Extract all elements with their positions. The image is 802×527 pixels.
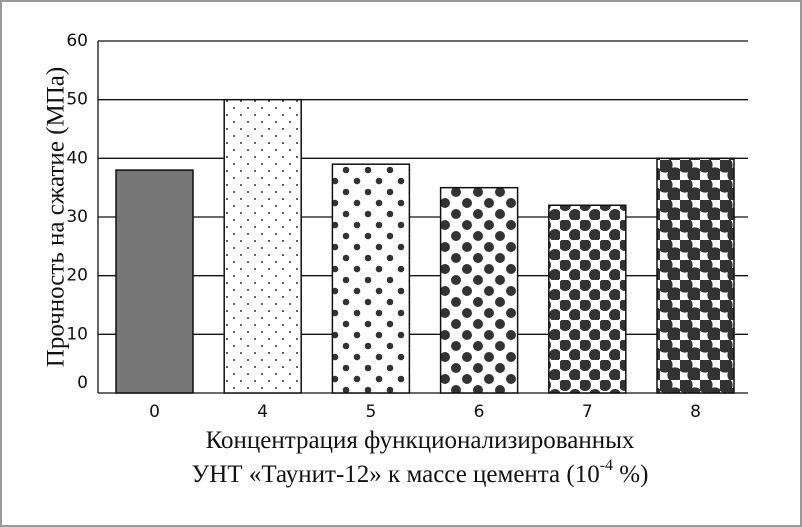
- x-axis-label-part: УНТ «Таунит-12» к массе цемента (10: [192, 461, 600, 488]
- bar: [223, 98, 302, 394]
- plot-area: 0 10 20 30 40 50 60 0 4 5 6 7 8: [66, 31, 748, 422]
- x-tick-label: 0: [149, 402, 160, 422]
- x-tick-label: 6: [474, 402, 485, 422]
- bar: [331, 163, 411, 394]
- y-tick-label: 0: [77, 373, 88, 393]
- x-axis-label: Концентрация функционализированных: [206, 427, 635, 454]
- y-axis-label: Прочность на сжатие (МПа): [43, 67, 70, 367]
- x-axis-label-part: %): [613, 461, 648, 488]
- y-tick-label: 60: [66, 31, 88, 51]
- bar: [548, 204, 627, 394]
- bar: [115, 169, 194, 394]
- x-tick-label: 7: [582, 402, 593, 422]
- x-axis-label-superscript: -4: [600, 457, 613, 474]
- bar: [439, 186, 519, 394]
- y-tick-label: 10: [66, 324, 88, 344]
- x-axis-label: УНТ «Таунит-12» к массе цемента (10-4 %): [192, 457, 649, 488]
- x-tick-label: 8: [690, 402, 701, 422]
- y-tick-label: 40: [66, 148, 88, 168]
- y-tick-label: 50: [66, 90, 88, 110]
- x-tick-label: 5: [365, 402, 376, 422]
- y-tick-label: 20: [66, 266, 88, 286]
- bar: [656, 157, 735, 394]
- x-tick-label: 4: [257, 402, 268, 422]
- y-tick-label: 30: [66, 207, 88, 227]
